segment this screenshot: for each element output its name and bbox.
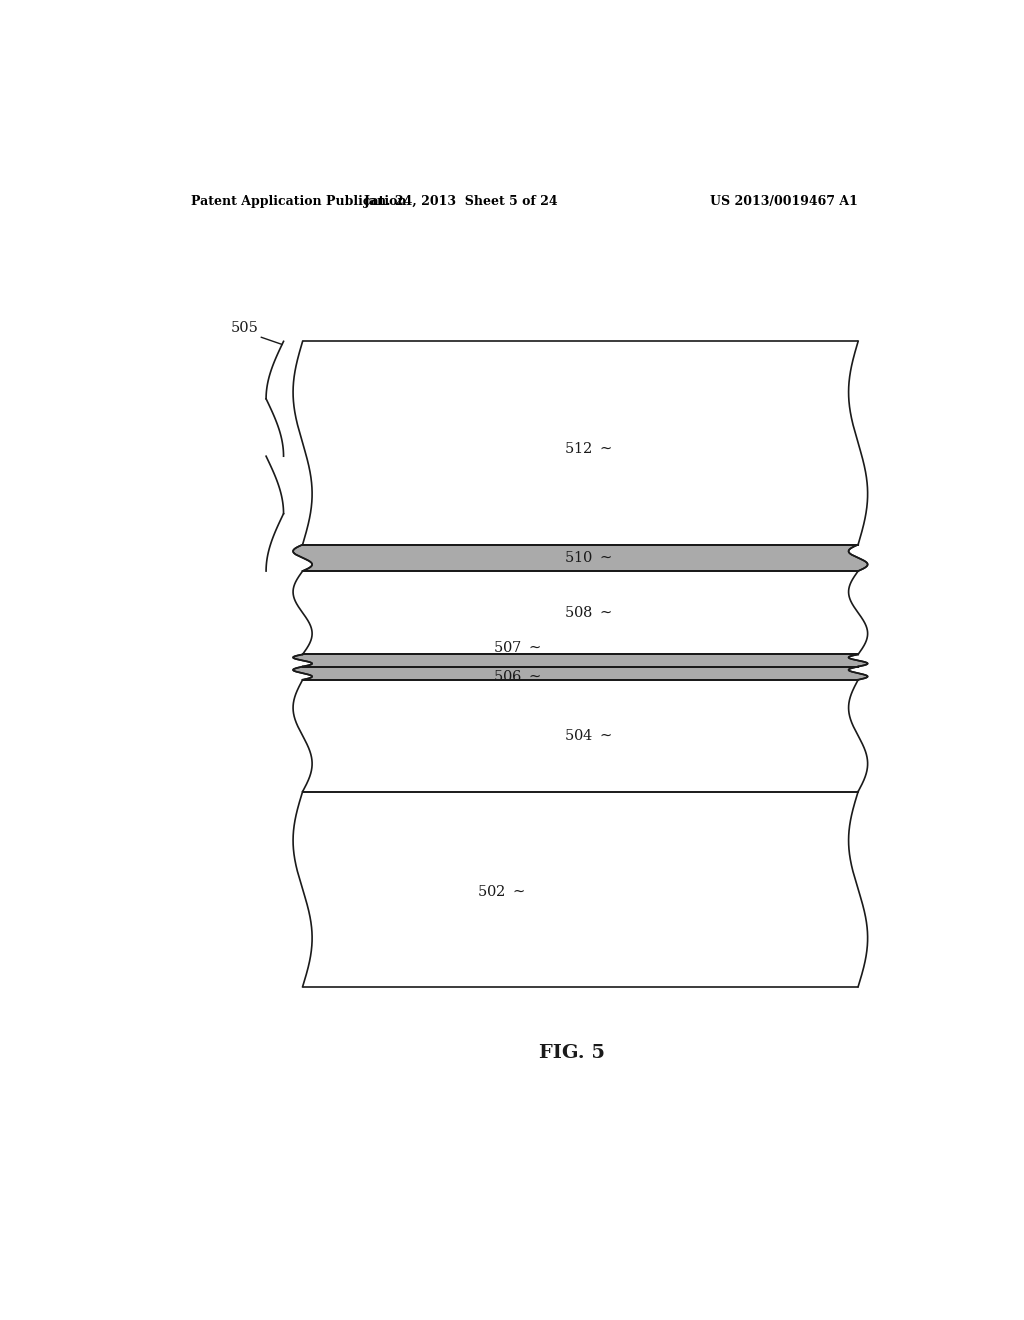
- Polygon shape: [293, 545, 867, 572]
- Text: 507 $\sim$: 507 $\sim$: [494, 640, 541, 655]
- Polygon shape: [293, 667, 867, 680]
- Text: 510 $\sim$: 510 $\sim$: [564, 550, 612, 565]
- Text: FIG. 5: FIG. 5: [540, 1044, 605, 1061]
- Text: 512 $\sim$: 512 $\sim$: [564, 441, 612, 455]
- Text: US 2013/0019467 A1: US 2013/0019467 A1: [711, 194, 858, 207]
- Text: Patent Application Publication: Patent Application Publication: [191, 194, 407, 207]
- Text: 504 $\sim$: 504 $\sim$: [564, 729, 612, 743]
- Polygon shape: [293, 655, 867, 667]
- Text: 502 $\sim$: 502 $\sim$: [477, 883, 525, 899]
- Text: 506 $\sim$: 506 $\sim$: [494, 669, 541, 684]
- Text: 505: 505: [231, 321, 259, 335]
- Text: Jan. 24, 2013  Sheet 5 of 24: Jan. 24, 2013 Sheet 5 of 24: [364, 194, 559, 207]
- Text: 508 $\sim$: 508 $\sim$: [564, 606, 612, 620]
